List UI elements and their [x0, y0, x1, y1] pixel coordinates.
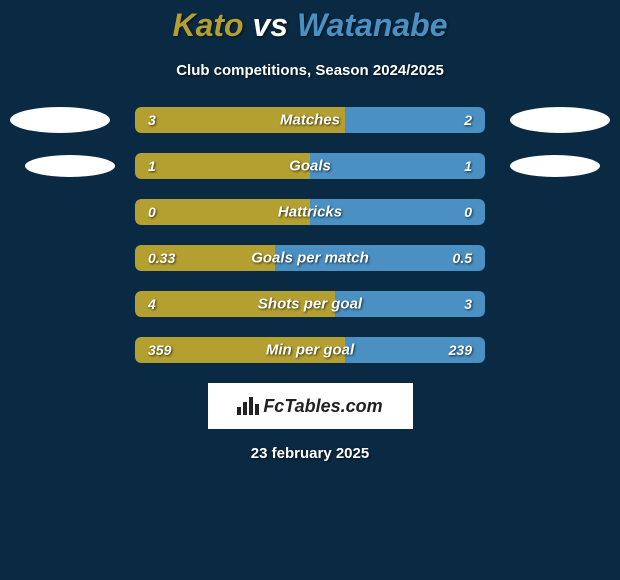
stat-value-right: 2: [464, 112, 472, 128]
stat-label: Shots per goal: [258, 296, 362, 313]
bars-icon: [237, 397, 259, 415]
stat-value-left: 0: [148, 204, 156, 220]
subtitle: Club competitions, Season 2024/2025: [0, 62, 620, 79]
stat-label: Goals: [289, 158, 331, 175]
stat-label: Hattricks: [278, 204, 342, 221]
stat-value-left: 3: [148, 112, 156, 128]
player-avatar-left: [10, 107, 110, 133]
stat-bar-right: [310, 153, 485, 179]
stat-bar-left: [135, 153, 310, 179]
brand-text: FcTables.com: [263, 396, 382, 417]
stat-value-left: 0.33: [148, 250, 175, 266]
stat-label: Matches: [280, 112, 340, 129]
stat-value-left: 1: [148, 158, 156, 174]
brand-badge: FcTables.com: [208, 383, 413, 429]
stat-label: Min per goal: [266, 342, 354, 359]
player-avatar-right: [510, 155, 600, 177]
stat-row: 0 0 Hattricks: [0, 199, 620, 225]
stat-value-right: 239: [449, 342, 472, 358]
stat-value-right: 3: [464, 296, 472, 312]
stat-row: 0.33 0.5 Goals per match: [0, 245, 620, 271]
stat-row: 1 1 Goals: [0, 153, 620, 179]
stat-value-left: 4: [148, 296, 156, 312]
comparison-title: Kato vs Watanabe: [0, 7, 620, 44]
stats-rows: 3 2 Matches 1 1 Goals 0 0 Hattricks 0.33 0.5 Goals …: [0, 107, 620, 363]
stat-value-right: 0.5: [453, 250, 472, 266]
player-avatar-right: [510, 107, 610, 133]
stat-value-right: 1: [464, 158, 472, 174]
stat-row: 359 239 Min per goal: [0, 337, 620, 363]
stat-label: Goals per match: [251, 250, 369, 267]
date-text: 23 february 2025: [0, 445, 620, 462]
stat-value-right: 0: [464, 204, 472, 220]
stat-value-left: 359: [148, 342, 171, 358]
player-avatar-left: [25, 155, 115, 177]
stat-row: 3 2 Matches: [0, 107, 620, 133]
stat-row: 4 3 Shots per goal: [0, 291, 620, 317]
